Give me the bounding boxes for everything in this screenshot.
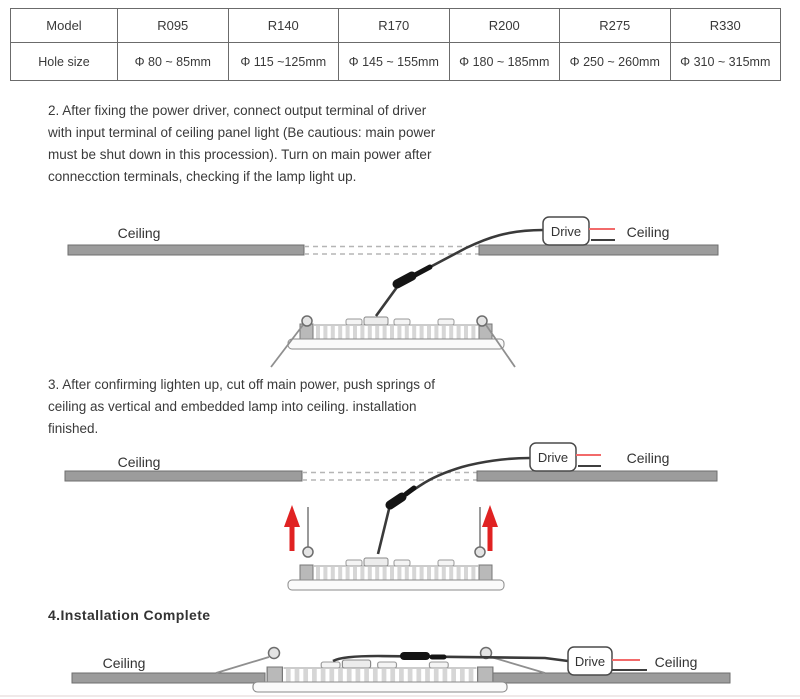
driver-box [529, 442, 577, 472]
driver-label: Drive [575, 654, 605, 669]
instruction-line: with input terminal of ceiling panel lig… [48, 125, 436, 140]
ceiling-label-right: Ceiling [655, 654, 698, 670]
cable-connector [392, 271, 417, 289]
page-bottom-divider [0, 695, 800, 697]
spring-pivot-left [302, 546, 314, 558]
ceiling-slab-right [478, 244, 719, 256]
spring-pivot-right [474, 546, 486, 558]
ceiling-label-left: Ceiling [103, 655, 146, 671]
diagram-push-springs: Ceiling Drive Ceiling [64, 442, 718, 600]
spring-leg-left [270, 324, 304, 368]
hole-size-cell: Φ 145 ~ 155mm [338, 42, 450, 81]
driver-label: Drive [551, 224, 581, 239]
model-cell: R200 [448, 8, 560, 43]
hole-size-cell: Φ 80 ~ 85mm [117, 42, 229, 81]
panel-lamp [288, 317, 504, 349]
spring-pivot-right [476, 315, 488, 327]
model-cell: R170 [338, 8, 450, 43]
hole-size-cell: Φ 180 ~ 185mm [448, 42, 560, 81]
cable-connector [385, 492, 407, 510]
model-cell: R330 [669, 8, 781, 43]
cable-connector-small [412, 264, 433, 278]
driver-cable [376, 456, 531, 555]
driver-cable [374, 228, 544, 317]
hole-size-row: Hole size Φ 80 ~ 85mm Φ 115 ~125mm Φ 145… [10, 42, 781, 81]
driver-label: Drive [538, 450, 568, 465]
ceiling-label-right: Ceiling [627, 224, 670, 240]
model-row: Model R095 R140 R170 R200 R275 R330 [10, 8, 781, 43]
ceiling-slab-left [71, 672, 266, 684]
panel-lamp [288, 558, 504, 590]
instruction-line: must be shut down in this procession). T… [48, 147, 432, 162]
spring-pivot-left [301, 315, 313, 327]
step2-instructions: 2. After fixing the power driver, connec… [48, 100, 518, 188]
spring-pivot-left [267, 646, 281, 660]
instruction-line: 2. After fixing the power driver, connec… [48, 103, 427, 118]
ceiling-label-left: Ceiling [118, 454, 161, 470]
driver-cable [332, 654, 569, 663]
ceiling-label-left: Ceiling [118, 225, 161, 241]
diagram-installation-complete: Ceiling Drive Ceiling [71, 646, 731, 699]
diagram-connect-driver: Ceiling Drive Ceiling [67, 216, 719, 368]
ceiling-slab-left [67, 244, 305, 256]
spring-leg-right [485, 324, 516, 368]
step3-instructions: 3. After confirming lighten up, cut off … [48, 374, 518, 440]
hole-size-cell: Φ 250 ~ 260mm [559, 42, 671, 81]
model-header-cell: Model [10, 8, 118, 43]
model-cell: R275 [559, 8, 671, 43]
instruction-line: 3. After confirming lighten up, cut off … [48, 377, 435, 392]
hole-size-cell: Φ 115 ~125mm [227, 42, 339, 81]
spring-leg-left-folded [215, 656, 270, 674]
push-up-arrow-left-head [284, 505, 300, 527]
instruction-line: ceiling as vertical and embedded lamp in… [48, 399, 417, 414]
model-cell: R140 [227, 8, 339, 43]
push-up-arrow-right-head [482, 505, 498, 527]
cable-connector-small [403, 485, 417, 497]
hole-size-header-cell: Hole size [10, 42, 118, 81]
ceiling-slab-left [64, 470, 303, 482]
instruction-line: connecction terminals, checking if the l… [48, 169, 357, 184]
spring-leg-right-folded [490, 656, 546, 674]
ceiling-label-right: Ceiling [627, 450, 670, 466]
driver-box [542, 216, 590, 246]
step4-heading: 4.Installation Complete [48, 607, 211, 623]
model-hole-size-table: Model R095 R140 R170 R200 R275 R330 Hole… [10, 8, 781, 81]
instruction-line: finished. [48, 421, 99, 436]
model-cell: R095 [117, 8, 229, 43]
panel-lamp [253, 660, 507, 692]
hole-size-cell: Φ 310 ~ 315mm [669, 42, 781, 81]
ceiling-slab-right [476, 470, 718, 482]
